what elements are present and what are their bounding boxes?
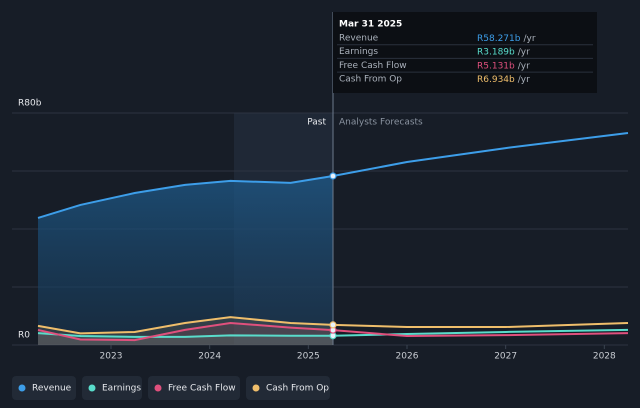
tooltip-value-label: R58.271b xyxy=(477,34,521,44)
legend-dot[interactable] xyxy=(18,384,26,392)
legend-label[interactable]: Cash From Op xyxy=(266,384,329,394)
legend-button[interactable]: Cash From Op xyxy=(246,376,330,400)
x-tick-label: 2024 xyxy=(198,352,221,362)
tooltip-suffix: /yr xyxy=(518,47,530,57)
tooltip-suffix: /yr xyxy=(518,75,530,85)
x-tick-label: 2028 xyxy=(593,352,616,362)
tooltip-series-name: Earnings xyxy=(339,47,378,57)
tooltip-series-name: Cash From Op xyxy=(339,75,402,85)
series-area xyxy=(38,322,333,345)
tooltip-value-label: R5.131b xyxy=(477,61,515,71)
tooltip-value: R3.189b/yr xyxy=(477,47,530,57)
legend-label[interactable]: Earnings xyxy=(102,384,141,394)
forecast-label: Analysts Forecasts xyxy=(339,118,423,128)
y-tick-label: R80b xyxy=(18,99,42,109)
legend-box[interactable] xyxy=(82,376,142,400)
tooltip-box xyxy=(333,12,597,93)
tooltip-date: Mar 31 2025 xyxy=(339,20,402,30)
tooltip-series-name: Free Cash Flow xyxy=(339,61,407,71)
tooltip-value: R5.131b/yr xyxy=(477,61,530,71)
legend-box[interactable] xyxy=(246,376,330,400)
tooltip-suffix: /yr xyxy=(523,34,535,44)
series-area xyxy=(38,317,333,345)
tooltip-value: R58.271b/yr xyxy=(477,34,536,44)
series-area xyxy=(38,176,333,345)
tooltip-value-label: R3.189b xyxy=(477,47,515,57)
legend-label[interactable]: Free Cash Flow xyxy=(168,384,236,394)
legend-dot[interactable] xyxy=(88,384,96,392)
legend-box[interactable] xyxy=(12,376,76,400)
legend-button[interactable]: Revenue xyxy=(12,376,76,400)
series-line xyxy=(37,132,629,219)
series-line xyxy=(37,328,629,338)
x-tick-label: 2023 xyxy=(100,352,123,362)
tooltip-value-label: R6.934b xyxy=(477,75,515,85)
legend-button[interactable]: Earnings xyxy=(82,376,142,400)
series-marker xyxy=(329,172,337,180)
tooltip-value: R6.934b/yr xyxy=(477,75,530,85)
tooltip-series-name: Revenue xyxy=(339,34,379,44)
tooltip-suffix: /yr xyxy=(518,61,530,71)
legend-dot[interactable] xyxy=(154,384,162,392)
series-marker xyxy=(329,321,337,329)
y-tick-label: R0 xyxy=(18,331,30,341)
x-tick-label: 2026 xyxy=(396,352,419,362)
legend-button[interactable]: Free Cash Flow xyxy=(148,376,240,400)
legend-box[interactable] xyxy=(148,376,240,400)
series-line xyxy=(37,321,629,342)
series-line xyxy=(37,316,629,335)
x-tick-label: 2027 xyxy=(494,352,517,362)
legend-label[interactable]: Revenue xyxy=(32,384,72,394)
x-tick-label: 2025 xyxy=(297,352,320,362)
past-label: Past xyxy=(307,118,326,128)
legend-dot[interactable] xyxy=(252,384,260,392)
